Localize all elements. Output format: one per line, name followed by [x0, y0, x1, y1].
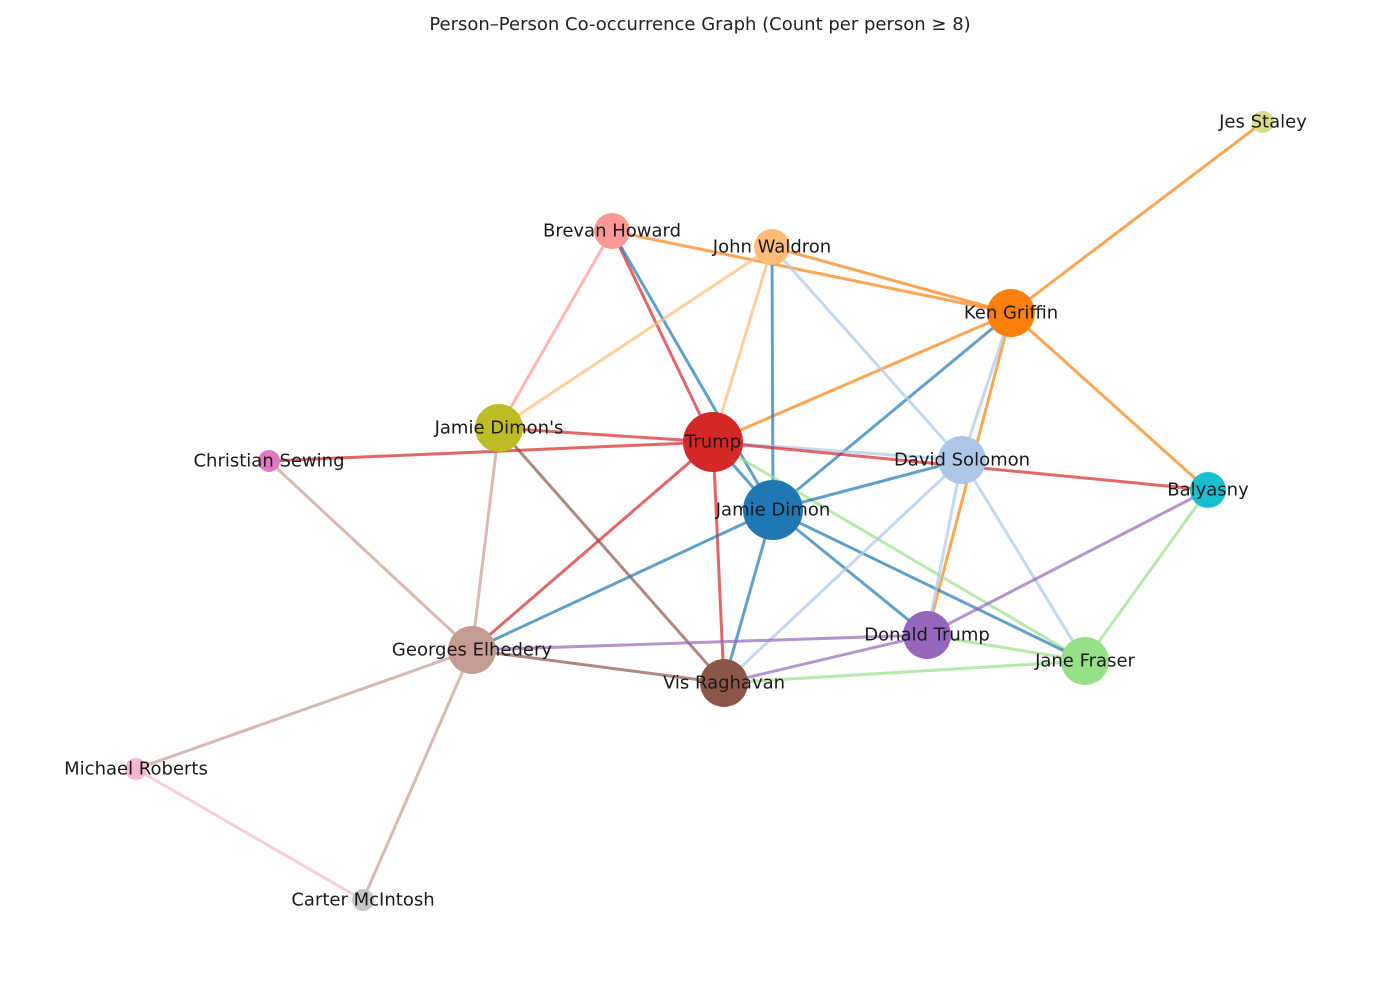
node-label-carter-mcintosh: Carter McIntosh [291, 890, 434, 911]
node-trump[interactable] [683, 412, 743, 472]
edge-layer [135, 120, 1264, 902]
node-label-jane-fraser: Jane Fraser [1034, 651, 1135, 672]
node-label-donald-trump: Donald Trump [864, 625, 990, 646]
edge-trump-vis-raghavan [711, 441, 726, 684]
edge-john-waldron-trump [711, 246, 774, 443]
edge-john-waldron-jamie-dimons [498, 245, 773, 430]
edge-jamie-dimon-georges-elhedery [471, 508, 774, 652]
node-label-balyasny: Balyasny [1167, 480, 1249, 501]
edge-jamie-dimons-vis-raghavan [497, 427, 726, 684]
edge-christian-sewing-trump [268, 440, 714, 463]
node-layer [125, 111, 1274, 911]
node-label-christian-sewing: Christian Sewing [193, 451, 344, 472]
node-label-john-waldron: John Waldron [712, 237, 831, 258]
node-label-georges-elhedery: Georges Elhedery [392, 640, 552, 661]
node-david-solomon[interactable] [938, 436, 986, 484]
edge-vis-raghavan-donald-trump [723, 633, 928, 685]
edge-david-solomon-vis-raghavan [722, 458, 964, 685]
node-balyasny[interactable] [1190, 472, 1226, 508]
node-brevan-howard[interactable] [594, 213, 630, 249]
node-john-waldron[interactable] [754, 229, 790, 265]
node-ken-griffin[interactable] [987, 289, 1035, 337]
node-label-brevan-howard: Brevan Howard [543, 221, 681, 242]
node-vis-raghavan[interactable] [700, 659, 748, 707]
node-label-michael-roberts: Michael Roberts [64, 759, 208, 780]
edge-christian-sewing-georges-elhedery [267, 459, 474, 652]
edge-georges-elhedery-donald-trump [471, 633, 928, 652]
node-label-jamie-dimon: Jamie Dimon [715, 500, 831, 521]
edge-brevan-howard-trump [610, 230, 715, 443]
edge-ken-griffin-david-solomon [960, 312, 1013, 461]
node-label-ken-griffin: Ken Griffin [964, 303, 1058, 324]
node-georges-elhedery[interactable] [448, 626, 496, 674]
node-michael-roberts[interactable] [125, 758, 147, 780]
edge-georges-elhedery-carter-mcintosh [361, 649, 474, 901]
edge-brevan-howard-jamie-dimon [610, 230, 775, 511]
edge-michael-roberts-carter-mcintosh [135, 767, 364, 902]
edge-georges-elhedery-vis-raghavan [471, 648, 725, 685]
edge-ken-griffin-jamie-dimon [772, 311, 1012, 512]
node-label-david-solomon: David Solomon [894, 450, 1030, 471]
edge-brevan-howard-jamie-dimons [497, 230, 614, 429]
node-label-trump: Trump [684, 432, 741, 453]
edge-trump-jane-fraser [712, 440, 1086, 663]
edge-john-waldron-jamie-dimon [770, 246, 775, 511]
edge-jes-staley-ken-griffin [1010, 120, 1264, 315]
node-jes-staley[interactable] [1252, 111, 1274, 133]
edge-jamie-dimon-david-solomon [772, 458, 963, 512]
node-jamie-dimon[interactable] [743, 480, 803, 540]
edge-jamie-dimon-jane-fraser [772, 508, 1086, 663]
edge-ken-griffin-balyasny [1009, 311, 1210, 492]
edge-balyasny-donald-trump [926, 488, 1209, 637]
node-christian-sewing[interactable] [258, 450, 280, 472]
node-jane-fraser[interactable] [1061, 637, 1109, 685]
edge-david-solomon-donald-trump [925, 459, 964, 636]
edge-georges-elhedery-michael-roberts [135, 648, 473, 771]
edge-jamie-dimons-trump [498, 426, 714, 444]
edge-balyasny-jane-fraser [1083, 489, 1210, 662]
edge-donald-trump-jane-fraser [926, 633, 1086, 663]
label-layer: Trump Jamie Dimon Ken Griffin David Solomon… [64, 112, 1307, 911]
edge-trump-georges-elhedery [471, 440, 714, 652]
graph-title: Person–Person Co-occurrence Graph (Count… [429, 14, 971, 35]
node-donald-trump[interactable] [903, 611, 951, 659]
edge-john-waldron-david-solomon [770, 246, 964, 461]
edge-vis-raghavan-jane-fraser [723, 659, 1086, 685]
node-jamie-dimons[interactable] [475, 404, 523, 452]
node-label-vis-raghavan: Vis Raghavan [663, 673, 785, 694]
edge-john-waldron-ken-griffin [771, 245, 1012, 315]
edge-jamie-dimon-donald-trump [772, 508, 928, 637]
edge-brevan-howard-ken-griffin [611, 229, 1012, 315]
edge-ken-griffin-trump [712, 311, 1012, 444]
node-carter-mcintosh[interactable] [352, 889, 374, 911]
edge-jamie-dimons-georges-elhedery [470, 427, 501, 651]
node-label-jes-staley: Jes Staley [1218, 112, 1307, 133]
edge-david-solomon-jane-fraser [960, 459, 1087, 662]
node-label-jamie-dimons: Jamie Dimon's [434, 418, 564, 439]
